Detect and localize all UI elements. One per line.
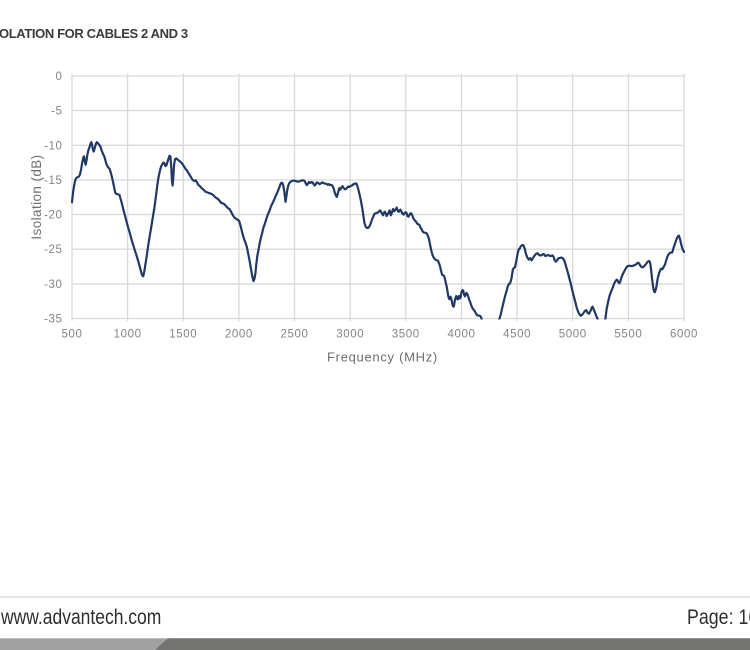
svg-text:500: 500 — [62, 329, 83, 341]
svg-text:1000: 1000 — [114, 329, 142, 341]
svg-text:-10: -10 — [44, 140, 62, 152]
svg-text:-15: -15 — [44, 175, 62, 187]
svg-text:2500: 2500 — [281, 329, 309, 341]
svg-text:Isolation (dB): Isolation (dB) — [29, 154, 44, 239]
svg-text:4500: 4500 — [503, 329, 531, 341]
svg-text:0: 0 — [56, 71, 63, 83]
svg-text:3500: 3500 — [392, 329, 420, 341]
svg-text:-35: -35 — [44, 314, 62, 326]
svg-text:-30: -30 — [44, 279, 62, 291]
svg-text:4000: 4000 — [448, 329, 476, 341]
svg-text:Frequency (MHz): Frequency (MHz) — [327, 350, 438, 365]
svg-text:-25: -25 — [44, 244, 62, 256]
svg-text:5000: 5000 — [559, 329, 587, 341]
svg-text:6000: 6000 — [670, 329, 698, 341]
svg-text:2000: 2000 — [225, 329, 253, 341]
svg-text:3000: 3000 — [336, 329, 364, 341]
svg-text:-20: -20 — [44, 210, 62, 222]
svg-text:-5: -5 — [51, 106, 62, 118]
svg-text:1500: 1500 — [169, 329, 197, 341]
svg-text:5500: 5500 — [614, 329, 642, 341]
